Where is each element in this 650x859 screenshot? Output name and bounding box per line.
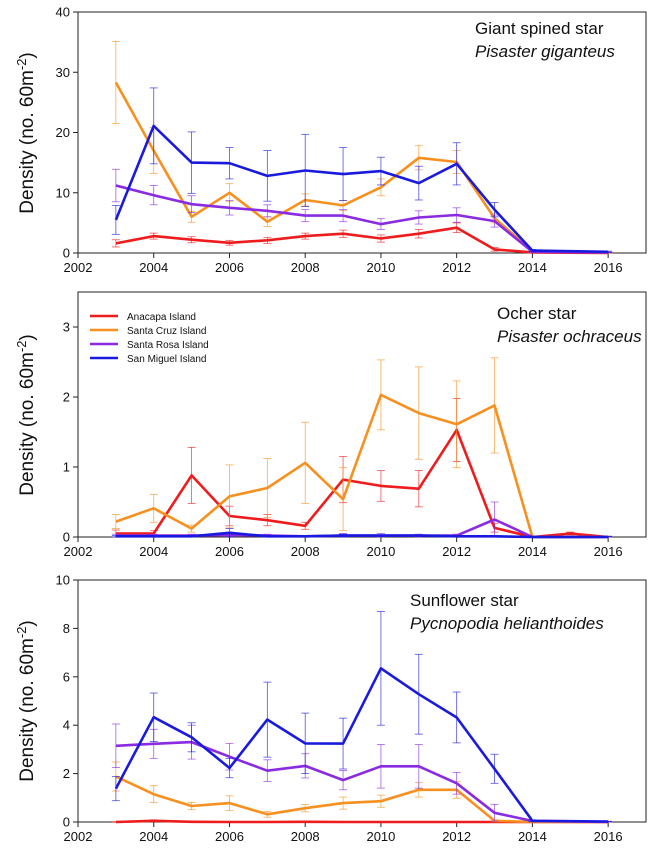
x-tick-label: 2014 bbox=[518, 829, 547, 844]
x-tick-label: 2002 bbox=[64, 260, 93, 275]
x-tick-label: 2004 bbox=[139, 544, 168, 559]
axis-ticks: 2002 2004 2006 2008 2010 2012 2014 2016 0 2 4 6 8 10 bbox=[56, 573, 623, 845]
series-group bbox=[111, 357, 613, 539]
x-tick-label: 2002 bbox=[64, 829, 93, 844]
chart-title: Giant spined star bbox=[475, 19, 604, 38]
x-tick-label: 2004 bbox=[139, 260, 168, 275]
y-axis-label: Density (no. 60m-2) bbox=[14, 620, 38, 782]
series-anacapa-island bbox=[111, 397, 613, 539]
series-line bbox=[115, 531, 609, 539]
axis-ticks: 2002 2004 2006 2008 2010 2012 2014 2016 0 10 20 30 4… bbox=[56, 5, 623, 276]
panel-giant-spined-star: Giant spined star Pisaster giganteus Den… bbox=[14, 5, 647, 276]
series-santa-cruz-island bbox=[111, 357, 613, 539]
x-tick-label: 2006 bbox=[215, 829, 244, 844]
y-axis-label: Density (no. 60m-2) bbox=[14, 52, 38, 214]
series-santa-cruz-island bbox=[111, 41, 613, 254]
series-santa-cruz-island bbox=[111, 761, 613, 824]
x-tick-label: 2016 bbox=[594, 829, 623, 844]
series-san-miguel-island bbox=[111, 528, 613, 539]
y-tick-label: 6 bbox=[63, 669, 70, 684]
series-san-miguel-island bbox=[111, 611, 613, 823]
series-group bbox=[111, 611, 613, 824]
plot-frame bbox=[77, 291, 647, 538]
x-tick-label: 2004 bbox=[139, 829, 168, 844]
series-line bbox=[114, 124, 609, 254]
series-santa-rosa-island bbox=[111, 501, 613, 539]
x-tick-label: 2010 bbox=[366, 544, 395, 559]
x-tick-label: 2002 bbox=[64, 544, 93, 559]
x-tick-label: 2012 bbox=[442, 544, 471, 559]
y-tick-label: 2 bbox=[63, 390, 70, 405]
panel-ocher-star: Ocher star Pisaster ochraceus Density (n… bbox=[14, 291, 647, 560]
legend-label-santa-cruz: Santa Cruz Island bbox=[127, 326, 207, 337]
chart-subtitle: Pisaster ochraceus bbox=[497, 327, 642, 346]
series-santa-rosa-island bbox=[111, 723, 613, 824]
x-tick-label: 2010 bbox=[366, 829, 395, 844]
y-tick-label: 3 bbox=[63, 320, 70, 335]
x-tick-label: 2014 bbox=[518, 544, 547, 559]
y-tick-label: 10 bbox=[56, 573, 70, 588]
x-tick-label: 2016 bbox=[594, 260, 623, 275]
legend-label-san-miguel: San Miguel Island bbox=[127, 354, 207, 365]
series-line bbox=[115, 393, 609, 539]
series-san-miguel-island bbox=[111, 87, 613, 254]
series-line bbox=[114, 666, 609, 823]
y-tick-label: 40 bbox=[56, 5, 70, 20]
y-tick-label: 4 bbox=[63, 718, 70, 733]
series-line bbox=[115, 184, 609, 254]
panel-sunflower-star: Sunflower star Pycnopodia helianthoides … bbox=[14, 573, 647, 845]
x-tick-label: 2012 bbox=[442, 260, 471, 275]
chart-title: Ocher star bbox=[497, 304, 577, 323]
y-tick-label: 20 bbox=[56, 125, 70, 140]
x-tick-label: 2006 bbox=[215, 544, 244, 559]
y-tick-label: 8 bbox=[63, 621, 70, 636]
x-tick-label: 2008 bbox=[291, 544, 320, 559]
chart-subtitle: Pisaster giganteus bbox=[475, 42, 615, 61]
legend-label-anacapa: Anacapa Island bbox=[127, 312, 196, 323]
y-tick-label: 0 bbox=[63, 530, 70, 545]
x-tick-label: 2010 bbox=[366, 260, 395, 275]
chart-title: Sunflower star bbox=[410, 591, 519, 610]
series-group bbox=[111, 41, 613, 255]
series-line bbox=[114, 81, 609, 254]
series-line bbox=[115, 226, 609, 255]
y-axis-label: Density (no. 60m-2) bbox=[14, 334, 38, 496]
y-tick-label: 30 bbox=[56, 65, 70, 80]
chart-subtitle: Pycnopodia helianthoides bbox=[410, 614, 604, 633]
legend-label-santa-rosa: Santa Rosa Island bbox=[127, 340, 209, 351]
y-tick-label: 2 bbox=[63, 766, 70, 781]
x-tick-label: 2008 bbox=[291, 829, 320, 844]
y-tick-label: 0 bbox=[63, 815, 70, 830]
legend: Anacapa Island Santa Cruz Island Santa R… bbox=[90, 312, 209, 365]
y-tick-label: 0 bbox=[63, 246, 70, 261]
x-tick-label: 2006 bbox=[215, 260, 244, 275]
x-tick-label: 2012 bbox=[442, 829, 471, 844]
y-tick-label: 1 bbox=[63, 460, 70, 475]
x-tick-label: 2014 bbox=[518, 260, 547, 275]
series-anacapa-island bbox=[111, 222, 613, 255]
y-tick-label: 10 bbox=[56, 185, 70, 200]
x-tick-label: 2008 bbox=[291, 260, 320, 275]
series-line bbox=[115, 775, 609, 824]
x-tick-label: 2016 bbox=[594, 544, 623, 559]
axis-ticks: 2002 2004 2006 2008 2010 2012 2014 2016 0 1 2 3 bbox=[63, 320, 623, 560]
